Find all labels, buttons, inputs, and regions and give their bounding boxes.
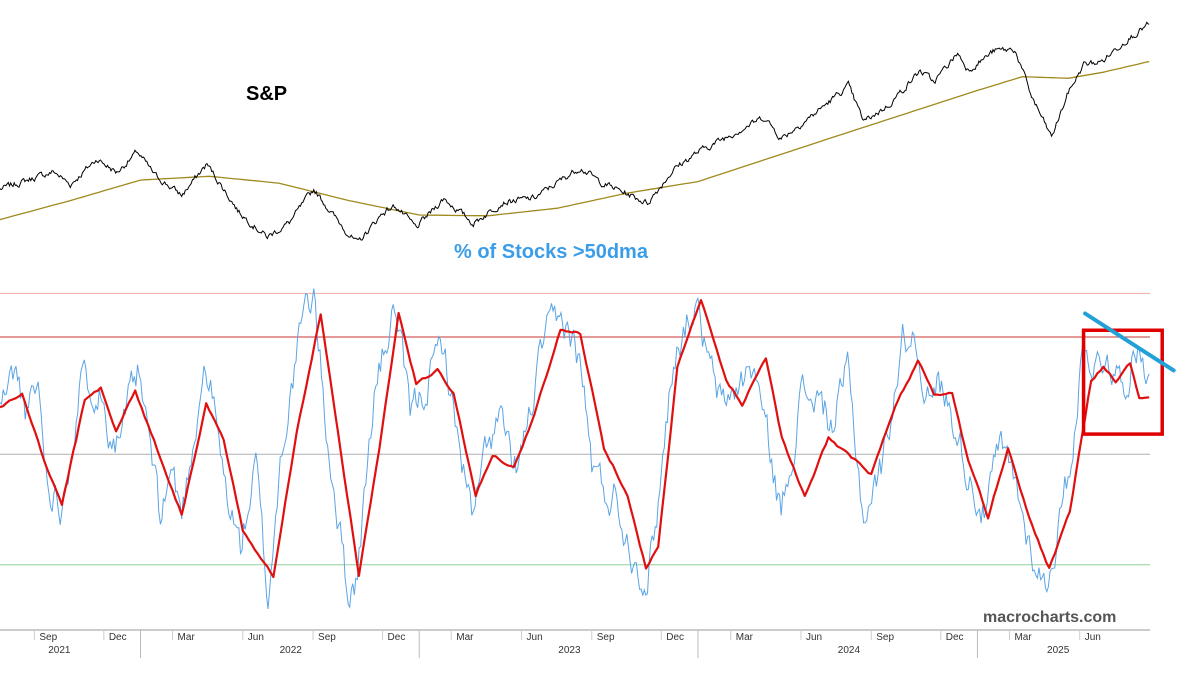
watermark: macrocharts.com <box>983 609 1116 626</box>
x-tick-label: Jun <box>527 632 543 643</box>
x-tick-label: Mar <box>178 632 196 643</box>
x-tick-label: Jun <box>806 632 822 643</box>
year-label: 2024 <box>838 645 861 656</box>
sp-price-panel <box>0 21 1150 241</box>
year-label: 2023 <box>558 645 581 656</box>
sp-moving-average-line <box>0 60 1150 221</box>
x-tick-label: Mar <box>1014 632 1032 643</box>
x-tick-label: Mar <box>736 632 754 643</box>
breadth-panel <box>0 288 1150 610</box>
x-tick-label: Sep <box>318 632 336 643</box>
breadth-title: % of Stocks >50dma <box>454 241 649 263</box>
year-label: 2021 <box>48 645 71 656</box>
x-axis: Sep Dec Mar Jun Sep Dec Mar Jun Sep Dec Mar Jun Sep D… <box>0 629 1150 658</box>
annotations <box>1081 311 1176 436</box>
x-tick-label: Dec <box>388 632 406 643</box>
x-tick-label: Sep <box>876 632 894 643</box>
breadth-smoothed-line <box>0 299 1150 579</box>
year-label: 2022 <box>280 645 303 656</box>
trendline <box>1083 311 1176 373</box>
x-tick-label: Sep <box>597 632 615 643</box>
x-tick-label: Jun <box>248 632 264 643</box>
x-tick-label: Dec <box>666 632 684 643</box>
highlight-box <box>1081 328 1164 436</box>
x-tick-label: Jun <box>1085 632 1101 643</box>
sp-title: S&P <box>246 83 287 105</box>
x-tick-label: Mar <box>456 632 474 643</box>
year-label: 2025 <box>1047 645 1070 656</box>
x-tick-label: Dec <box>109 632 127 643</box>
x-tick-label: Sep <box>39 632 57 643</box>
x-tick-label: Dec <box>946 632 964 643</box>
sp-price-line <box>0 21 1150 241</box>
breadth-daily-line <box>0 288 1150 610</box>
